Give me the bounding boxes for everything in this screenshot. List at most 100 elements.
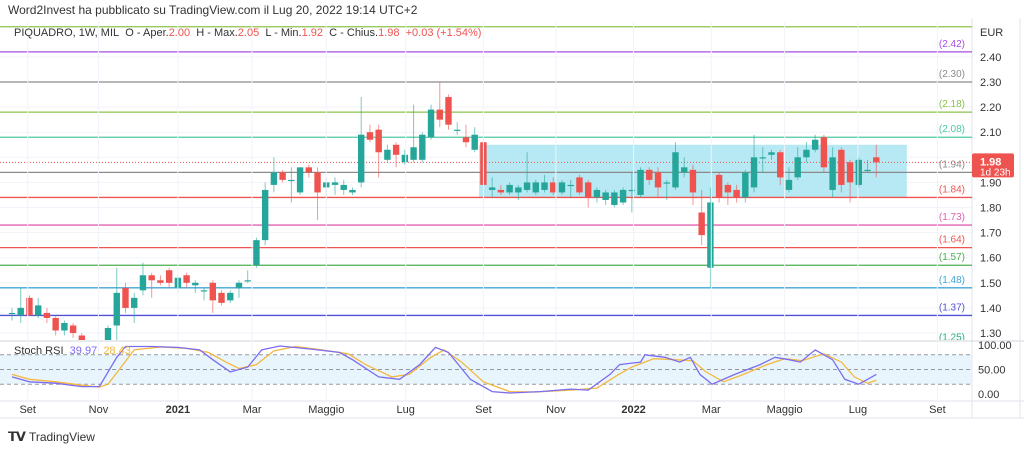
time-axis-label: Lug [397,404,415,416]
candle-down [26,297,33,316]
candle-down [122,287,129,308]
candle-down [69,325,77,333]
candle-up [139,275,147,291]
candle-up [227,292,234,301]
candle-down [576,177,583,193]
price-axis-tick: 2.30 [980,77,1001,89]
price-axis-tick: 1.40 [980,303,1001,315]
candle-down [497,189,505,193]
candle-down [183,275,190,283]
level-label: (2.30) [939,69,965,80]
low-value: 1.92 [301,27,324,39]
stoch-rsi-d-line [11,345,877,393]
candle-up [270,172,278,185]
high-value: 2.05 [237,27,260,39]
candle-down [43,312,51,318]
candle-up [855,159,863,185]
candle-up [358,134,365,183]
candle-down [157,280,164,283]
level-label: (1.94) [939,159,965,170]
candle-up [34,305,42,316]
price-axis-currency: EUR [980,27,1003,39]
time-axis-label: 2021 [166,404,190,416]
candle-up [750,157,758,188]
candle-up [515,187,522,193]
candle-down [78,335,86,340]
candle-up [410,147,417,160]
candle-up [192,282,199,286]
candle-down [366,132,374,140]
candle-up [244,280,251,282]
price-axis-tick: 1.30 [980,328,1001,340]
symbol-name[interactable]: PIQUADRO, 1W, MIL [14,27,120,39]
stoch-rsi-axis-tick: 50.00 [978,365,1006,377]
candle-down [305,167,313,173]
candle-up [419,134,426,160]
candle-down [445,97,452,125]
candle-down [218,292,225,303]
candle-up [759,157,766,159]
candle-down [165,270,173,283]
price-pane: (2.42) (2.30) (2.18) (2.08) (1.94) (1.84) (1.7… [0,26,972,340]
candle-up [200,290,208,292]
open-label: O - Aper. [125,27,169,39]
footer-brand[interactable]: TradingView [28,430,95,444]
price-axis-tick: 1.90 [980,177,1001,189]
candle-up [253,240,260,266]
candle-up [296,167,304,193]
candle-up [558,182,566,193]
published-by: Word2Invest ha pubblicato su TradingView… [8,3,418,17]
candle-up [113,292,120,326]
price-axis-tick: 1.60 [980,253,1001,265]
candle-up [567,184,574,187]
candle-up [17,307,24,316]
level-label: (1.84) [939,184,965,195]
stoch-rsi-axis-tick: 100.00 [978,340,1012,352]
candle-up [864,169,871,172]
candle-up [742,172,749,198]
candle-up [523,182,531,190]
candle-down [724,184,732,193]
candle-down [436,109,443,120]
candle-down [52,317,59,331]
candle-up [803,149,810,158]
candle-up [427,109,435,138]
candle-down [733,189,740,198]
level-label: (2.08) [939,124,965,135]
candle-down [209,282,216,301]
price-axis-tick: 2.20 [980,102,1001,114]
level-label: (2.18) [939,99,965,110]
candle-up [532,182,539,193]
candle-up [611,192,618,205]
candle-down [689,169,697,193]
stoch-rsi-legend: Stoch RSI 39.97 28.43 [14,345,131,357]
candle-up [768,152,775,155]
time-axis-label: Mar [243,404,262,416]
candle-up [785,179,793,190]
last-price-tag [972,153,1014,178]
candle-down [646,169,653,180]
time-axis-label: Mar [702,404,721,416]
candle-down [584,182,592,198]
candle-up [672,152,679,188]
candle-up [541,182,548,190]
time-axis-label: 2022 [621,404,645,416]
candle-down [777,152,784,178]
candle-up [663,182,670,184]
candle-up [8,312,16,315]
candle-down [148,275,155,281]
footer: 𝗧𝗩 TradingView [8,429,95,445]
candle-up [619,189,627,203]
time-axis-label: Maggio [767,404,803,416]
candle-up [602,192,609,200]
candle-up [681,167,688,173]
candle-up [288,179,295,182]
high-label: H - Max. [196,27,238,39]
candle-up [707,202,714,268]
time-axis-label: Maggio [308,404,344,416]
time-axis-label: Set [19,404,36,416]
stoch-rsi-name[interactable]: Stoch RSI [14,345,64,357]
time-axis-label: Set [929,404,946,416]
tradingview-logo-icon[interactable]: 𝗧𝗩 [8,429,26,444]
